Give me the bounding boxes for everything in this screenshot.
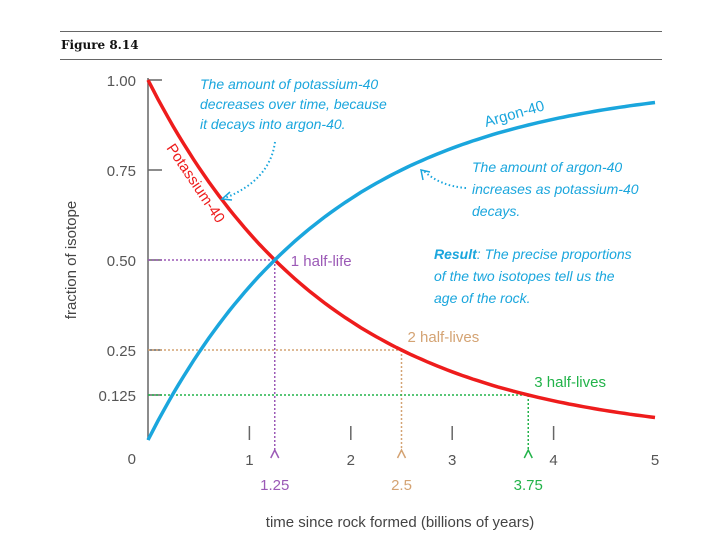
argon-annotation: decays. [472, 203, 520, 219]
result-annotation: age of the rock. [434, 290, 531, 306]
half-life-label: 3 half-lives [534, 374, 606, 391]
x-tick-label: 2 [347, 452, 355, 469]
x-tick-label: 4 [549, 452, 557, 469]
dotted-arrow [224, 141, 276, 199]
arrow-up-icon [396, 448, 407, 459]
half-life-x-label: 2.5 [391, 477, 412, 494]
dotted-arrow [423, 170, 467, 189]
result-text: : The precise proportions [477, 246, 632, 262]
potassium-40-label: Potassium-40 [163, 141, 228, 227]
argon-annotation: The amount of argon-40 [472, 159, 622, 175]
result-annotation: of the two isotopes tell us the [434, 268, 615, 284]
y-tick-label: 0.25 [107, 343, 136, 360]
y-axis-label: fraction of isotope [63, 201, 80, 319]
x-tick-label: 3 [448, 452, 456, 469]
y-tick-label: 0.125 [98, 388, 136, 405]
potassium-40-curve [146, 79, 656, 420]
top-rule [60, 31, 662, 32]
x-tick-label: 1 [245, 452, 253, 469]
x-tick-label: 5 [651, 452, 659, 469]
half-life-label: 2 half-lives [408, 329, 480, 346]
arrow-head-icon [220, 191, 233, 201]
y-tick-label: 0.50 [107, 253, 136, 270]
bottom-rule [60, 59, 662, 60]
result-bold: Result [434, 246, 478, 262]
y-tick-label: 0.75 [107, 163, 136, 180]
arrow-up-icon [523, 448, 533, 459]
y-tick-label: 1.00 [107, 73, 136, 90]
argon-40-label: Argon-40 [482, 97, 546, 130]
potassium-annotation: The amount of potassium-40 [200, 76, 378, 92]
result-annotation: Result: The precise proportions [434, 246, 632, 262]
potassium-annotation: it decays into argon-40. [200, 116, 346, 132]
x-axis-label: time since rock formed (billions of year… [266, 514, 534, 531]
arrow-up-icon [270, 448, 280, 459]
half-life-x-label: 3.75 [514, 477, 543, 494]
potassium-annotation: decreases over time, because [200, 96, 387, 112]
figure-label: Figure 8.14 [61, 38, 139, 52]
y-tick-label: 0 [128, 451, 136, 468]
argon-annotation: increases as potassium-40 [472, 181, 639, 197]
half-life-x-label: 1.25 [260, 477, 289, 494]
half-life-label: 1 half-life [291, 253, 352, 270]
argon-40-curve [146, 100, 656, 441]
arrow-head-icon [420, 169, 431, 181]
